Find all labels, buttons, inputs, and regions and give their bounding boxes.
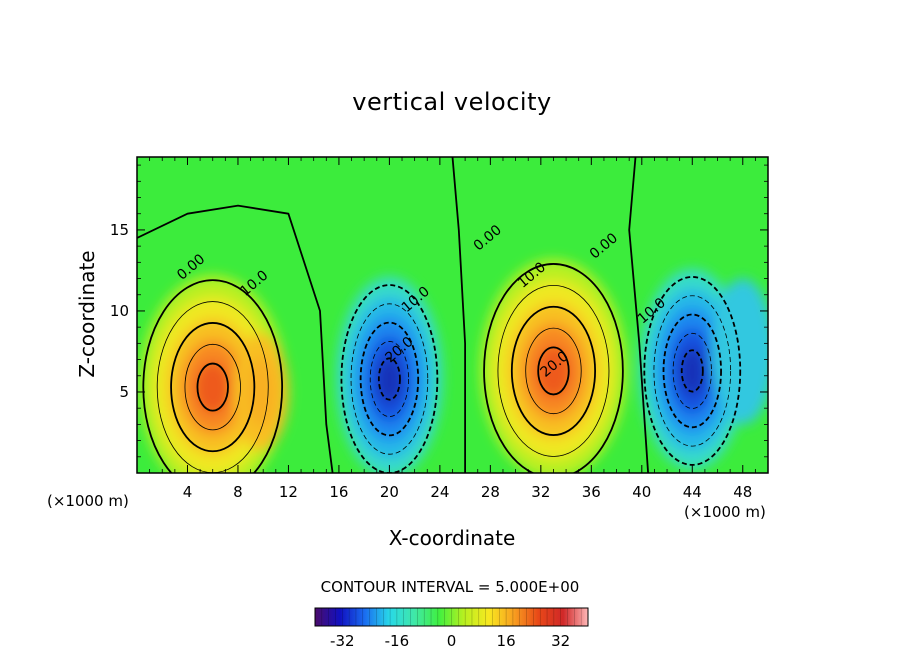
- zero-contour: [628, 157, 649, 473]
- colorbar-tick-label: -16: [385, 632, 410, 650]
- x-tick-label: 36: [582, 483, 601, 501]
- contour-line: [377, 357, 401, 401]
- contour-line: [483, 263, 624, 473]
- contour-line: [525, 327, 582, 415]
- updraft-region: [535, 345, 572, 399]
- downdraft-region: [376, 355, 403, 404]
- x-unit-label-right: (×1000 m): [684, 503, 766, 521]
- contour-line: [653, 295, 732, 447]
- x-unit-label: (×1000 m): [47, 492, 129, 510]
- x-tick-label: 20: [380, 483, 399, 501]
- contour-line: [662, 313, 722, 429]
- contour-line: [497, 284, 610, 457]
- contour-line: [142, 279, 284, 473]
- x-axis-label: X-coordinate: [388, 526, 516, 550]
- colorbar-tick-label: 0: [447, 632, 457, 650]
- y-tick-label: 10: [110, 302, 129, 320]
- zero-contour: [451, 157, 466, 473]
- contour-line: [350, 303, 429, 455]
- y-axis-label: Z-coordinate: [75, 250, 99, 378]
- contour-line: [170, 322, 256, 453]
- x-tick-label: 32: [531, 483, 550, 501]
- colorbar-tick-label: 32: [551, 632, 570, 650]
- colorbar-tick-label: 16: [497, 632, 516, 650]
- x-tick-label: 4: [183, 483, 193, 501]
- downdraft-region: [679, 347, 706, 396]
- contour-interval-label: CONTOUR INTERVAL = 5.000E+00: [320, 578, 580, 596]
- contour-line: [672, 332, 712, 409]
- contour-line: [184, 343, 241, 431]
- x-tick-label: 44: [683, 483, 702, 501]
- contour-line: [359, 321, 420, 437]
- contour-line: [680, 349, 704, 393]
- x-tick-label: 48: [733, 483, 752, 501]
- x-tick-label: 24: [430, 483, 449, 501]
- contour-line: [643, 276, 742, 466]
- zero-contour: [137, 204, 334, 473]
- y-tick-label: 5: [119, 383, 129, 401]
- x-tick-label: 28: [481, 483, 500, 501]
- contour-line: [510, 305, 597, 436]
- contour-line: [537, 346, 570, 396]
- contour-line: [340, 284, 439, 473]
- colorbar-tick-label: -32: [330, 632, 355, 650]
- colorbar: [314, 607, 589, 627]
- contour-line: [196, 362, 229, 412]
- y-tick-label: 15: [110, 221, 129, 239]
- chart-title: vertical velocity: [352, 88, 552, 116]
- x-tick-label: 8: [233, 483, 243, 501]
- updraft-region: [195, 361, 231, 415]
- contour-line: [369, 341, 409, 418]
- x-tick-label: 40: [632, 483, 651, 501]
- x-tick-label: 16: [329, 483, 348, 501]
- downdraft-region: [711, 278, 768, 425]
- x-tick-label: 12: [279, 483, 298, 501]
